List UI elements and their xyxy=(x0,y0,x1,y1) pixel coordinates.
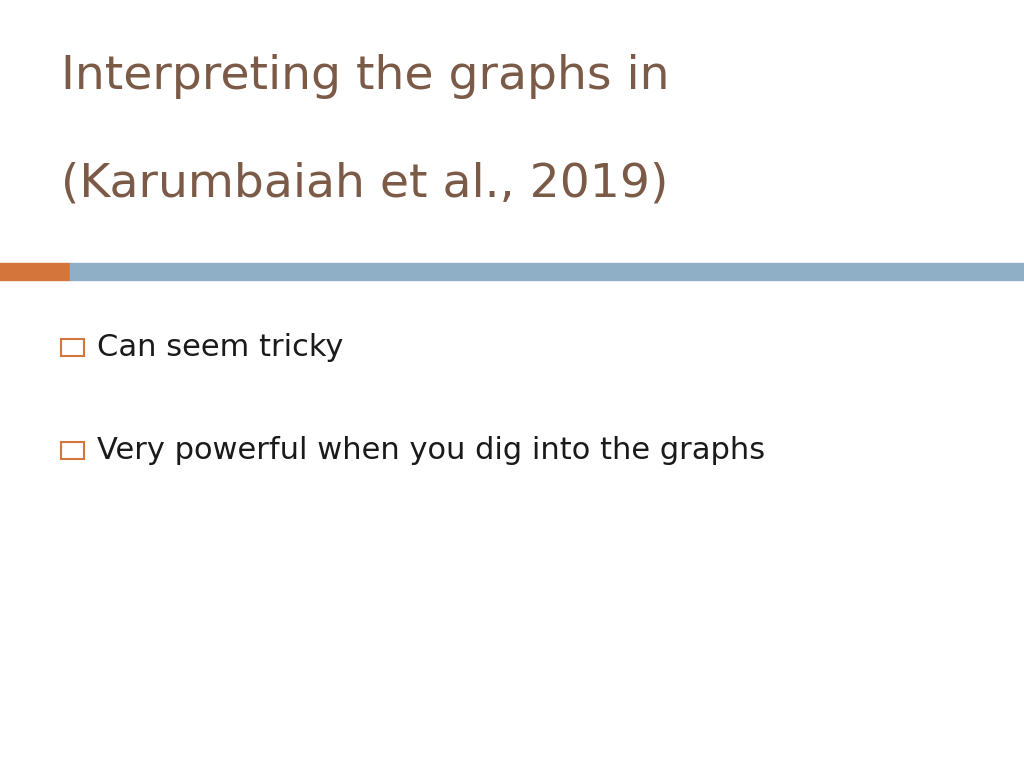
Text: Interpreting the graphs in: Interpreting the graphs in xyxy=(61,54,670,99)
Text: Very powerful when you dig into the graphs: Very powerful when you dig into the grap… xyxy=(97,436,765,465)
Text: (Karumbaiah et al., 2019): (Karumbaiah et al., 2019) xyxy=(61,161,669,207)
Text: Can seem tricky: Can seem tricky xyxy=(97,333,344,362)
Bar xyxy=(70,263,1024,280)
Bar xyxy=(61,442,84,459)
Bar xyxy=(61,339,84,356)
Bar xyxy=(0,263,70,280)
